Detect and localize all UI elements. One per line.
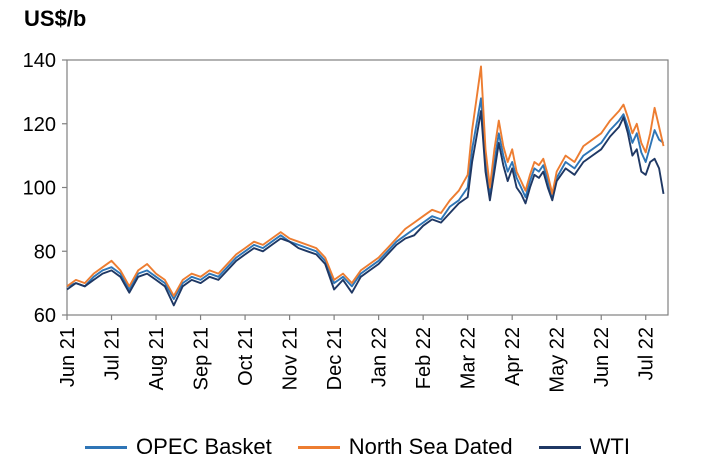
x-tick-label: Mar 22 <box>458 327 480 389</box>
x-tick-label: Jul 22 <box>636 327 658 380</box>
x-tick-label: Sep 21 <box>191 327 213 390</box>
legend-item-opec-basket: OPEC Basket <box>85 434 272 460</box>
y-tick-label: 140 <box>23 50 56 72</box>
y-tick-label: 80 <box>34 241 56 263</box>
series-line-opec-basket <box>66 97 665 301</box>
legend-label: WTI <box>589 434 630 459</box>
legend-item-north-sea-dated: North Sea Dated <box>297 434 513 460</box>
legend-line-swatch <box>538 445 581 449</box>
chart-title: US$/b <box>24 6 87 31</box>
x-tick-label: Jul 21 <box>102 327 124 380</box>
legend-line-swatch <box>297 445 340 449</box>
chart-legend: OPEC Basket North Sea Dated WTI <box>0 434 715 460</box>
legend-label: North Sea Dated <box>348 434 513 459</box>
y-tick-label: 100 <box>23 178 56 200</box>
y-tick-label: 60 <box>34 305 56 327</box>
x-tick-label: Oct 21 <box>235 327 257 386</box>
x-tick-label: Jun 22 <box>591 327 613 387</box>
x-tick-label: Nov 21 <box>280 327 302 390</box>
x-tick-label: Jun 21 <box>57 327 79 387</box>
series-line-wti <box>66 110 665 307</box>
x-tick-label: May 22 <box>547 327 569 393</box>
legend-line-swatch <box>85 445 128 449</box>
x-tick-label: Feb 22 <box>413 327 435 389</box>
x-tick-label: Aug 21 <box>146 327 168 390</box>
x-tick-label: Dec 21 <box>324 327 346 390</box>
x-tick-label: Jan 22 <box>369 327 391 387</box>
legend-label: OPEC Basket <box>136 434 272 459</box>
x-tick-label: Apr 22 <box>502 327 524 386</box>
series-line-north-sea-dated <box>66 65 665 297</box>
legend-item-wti: WTI <box>538 434 630 460</box>
y-tick-label: 120 <box>23 114 56 136</box>
